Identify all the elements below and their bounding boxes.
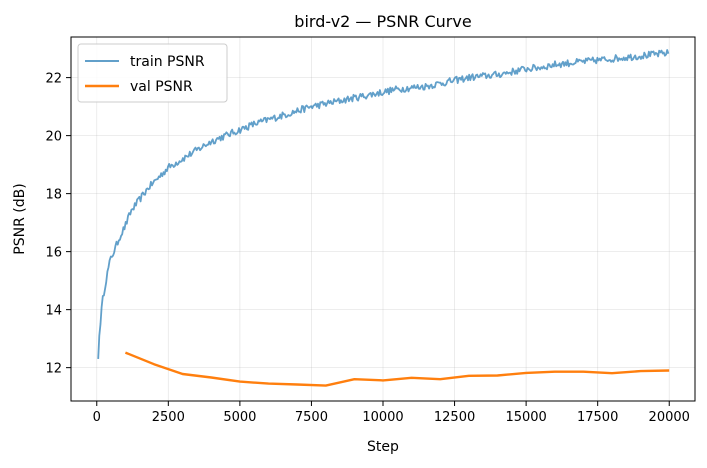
x-tick-label: 5000	[223, 410, 256, 425]
x-tick-label: 15000	[505, 410, 546, 425]
x-tick-label: 7500	[295, 410, 328, 425]
legend-box	[77, 43, 228, 103]
y-tick-label: 18	[45, 188, 62, 203]
x-tick-label: 12500	[434, 410, 475, 425]
legend-label-val-psnr: val PSNR	[130, 79, 193, 95]
y-tick-label: 16	[45, 246, 62, 261]
x-tick-label: 10000	[362, 410, 403, 425]
series-layer	[97, 49, 670, 387]
x-tick-label: 20000	[649, 410, 690, 425]
x-tick-label: 0	[93, 410, 101, 425]
y-tick-label: 12	[45, 362, 62, 377]
x-tick-label: 2500	[152, 410, 185, 425]
train-psnr-line	[97, 49, 670, 359]
y-tick-label: 22	[45, 72, 62, 87]
y-tick-label: 14	[45, 304, 62, 319]
val-psnr-line	[124, 351, 670, 387]
chart-title: bird-v2 — PSNR Curve	[294, 12, 471, 31]
ticks: 0 2500 5000 7500 10000 12500 15000 17500 20000 12…	[45, 72, 689, 425]
legend: train PSNR val PSNR	[77, 43, 228, 103]
y-tick-label: 20	[45, 130, 62, 145]
y-axis-label: PSNR (dB)	[12, 183, 28, 254]
legend-label-train-psnr: train PSNR	[130, 54, 205, 70]
x-axis-label: Step	[367, 439, 399, 455]
x-tick-label: 17500	[577, 410, 618, 425]
